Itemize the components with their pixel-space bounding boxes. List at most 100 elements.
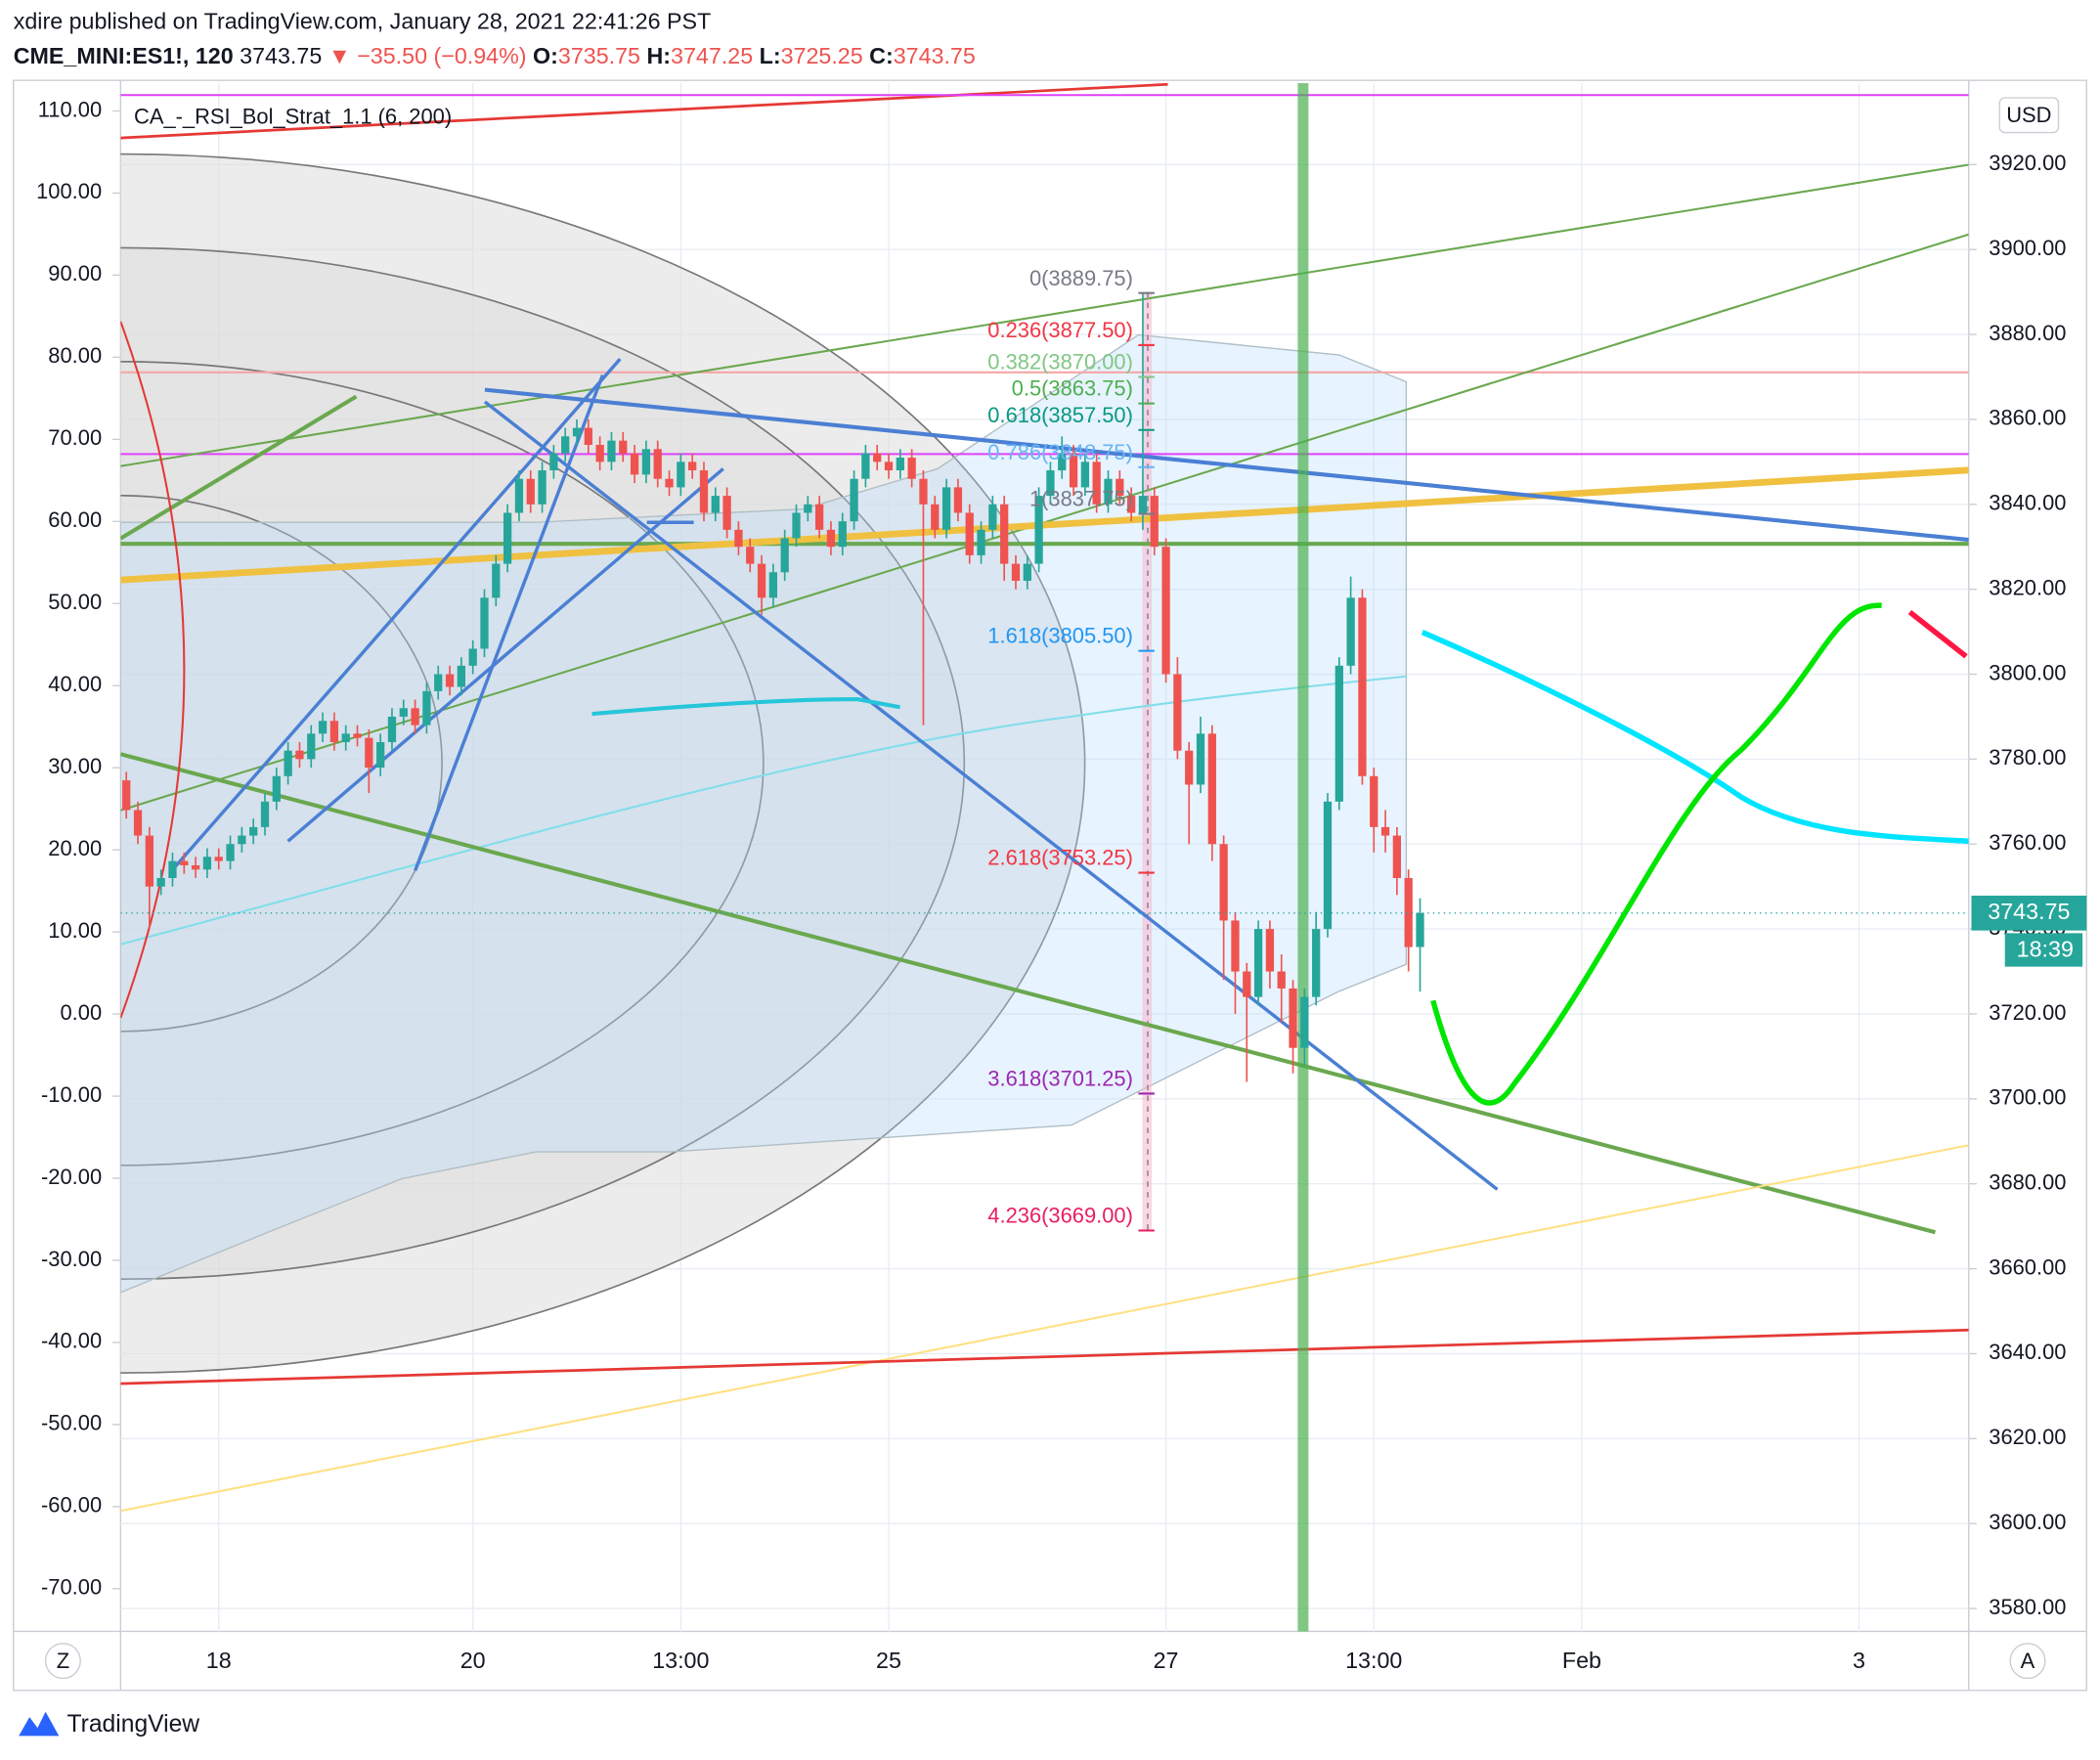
candle-body [595, 444, 604, 462]
y2-tick-label: 3680.00 [1989, 1169, 2066, 1194]
candle-body [549, 453, 558, 471]
h-label: H: [646, 43, 671, 68]
fib-label: 1(3837.75) [1029, 487, 1133, 511]
trend-line [172, 357, 622, 869]
candle-body [1080, 462, 1090, 488]
x-tick-label: 13:00 [652, 1648, 709, 1673]
x-tick-label: 25 [876, 1648, 901, 1673]
trend-line [120, 1328, 1969, 1386]
currency-box [1998, 97, 2060, 134]
zoom-button[interactable] [44, 1643, 81, 1680]
y2-tick-label: 3760.00 [1989, 830, 2066, 855]
zoom-label[interactable]: Z [57, 1649, 69, 1673]
candle-body [145, 835, 153, 887]
candle-body [965, 512, 974, 555]
currency: USD [2006, 103, 2051, 127]
trend-line [483, 400, 1499, 1191]
y2-tick-label: 3900.00 [1989, 236, 2066, 260]
y2-tick-label: 3660.00 [1989, 1254, 2066, 1279]
candle-body [1116, 478, 1124, 497]
candle-body [1046, 470, 1055, 497]
candle-body [826, 529, 836, 548]
auto-label[interactable]: A [2021, 1649, 2035, 1673]
trend-line [120, 1144, 1969, 1513]
fib-label: 0(3889.75) [1029, 266, 1133, 290]
h-value: 3747.25 [671, 43, 753, 68]
candle-body [422, 690, 431, 726]
auto-button[interactable] [2009, 1643, 2046, 1680]
candle-body [1126, 496, 1136, 513]
arc [120, 321, 186, 1019]
candle-body [607, 440, 616, 462]
c-value: 3743.75 [894, 43, 976, 68]
y-tick-label: -20.00 [41, 1165, 102, 1189]
candle-body [260, 801, 270, 827]
y-tick-label: 80.00 [48, 343, 102, 368]
trend-line [120, 466, 1969, 584]
candle-body [214, 857, 223, 861]
x-tick-label: Feb [1562, 1648, 1601, 1673]
candle-body [1161, 547, 1170, 675]
l-value: 3725.25 [781, 43, 863, 68]
candle-body [630, 453, 639, 475]
y-tick-label: 50.00 [48, 590, 102, 614]
candle-body [792, 512, 801, 539]
fib-bar [1142, 291, 1153, 1230]
candle-body [434, 674, 443, 691]
price-tag-label: 3743.75 [1988, 899, 2070, 924]
candle-body [492, 563, 501, 598]
candle-body [722, 496, 731, 530]
candle-body [1404, 877, 1413, 947]
logo [19, 1711, 60, 1737]
y2-tick-label: 3640.00 [1989, 1340, 2066, 1364]
candle-body [1243, 971, 1251, 997]
candle-body [1323, 801, 1333, 930]
candle-body [1370, 775, 1378, 827]
candle-body [411, 708, 419, 726]
candle-body [191, 864, 200, 870]
candle-body [919, 478, 928, 505]
trend-line [120, 163, 1969, 467]
fib-label: 0.5(3863.75) [1012, 376, 1133, 401]
candle-body [238, 835, 246, 845]
x-tick-label: 27 [1154, 1648, 1179, 1673]
candle-body [953, 487, 963, 513]
c-label: C: [869, 43, 894, 68]
candle-body [561, 436, 570, 454]
vertical-marker [1297, 82, 1309, 1632]
candle-body [572, 427, 582, 437]
y-tick-label: 90.00 [48, 261, 102, 286]
y2-tick-label: 3920.00 [1989, 151, 2066, 175]
candle-body [272, 775, 281, 802]
candle-body [896, 458, 904, 471]
candles [120, 291, 1969, 1232]
countdown: 18:39 [2017, 936, 2074, 961]
candle-body [1069, 453, 1078, 488]
candle-body [1207, 733, 1216, 845]
candle-body [1253, 929, 1263, 997]
brush [591, 697, 900, 717]
y-tick-label: 20.00 [48, 836, 102, 860]
candle-body [1104, 478, 1113, 505]
candle-body [1265, 929, 1275, 972]
candle-body [1196, 733, 1205, 785]
y2-tick-label: 3860.00 [1989, 406, 2066, 430]
price-tag [1971, 896, 2087, 931]
candle-body [838, 521, 847, 548]
frame [13, 79, 2087, 1692]
candle-body [931, 504, 940, 530]
candle-body [353, 733, 362, 738]
candle-body [1000, 504, 1009, 564]
countdown-tag [2004, 933, 2083, 967]
candle-body [1277, 971, 1286, 989]
fib-label: 3.618(3701.25) [987, 1066, 1133, 1090]
y2-tick-label: 3720.00 [1989, 1000, 2066, 1025]
candle-body [1358, 597, 1367, 776]
y-tick-label: 60.00 [48, 507, 102, 532]
candle-body [850, 478, 858, 522]
y-tick-label: -70.00 [41, 1575, 102, 1600]
x-tick-label: 20 [460, 1648, 486, 1673]
candle-body [780, 538, 789, 573]
y-tick-label: 40.00 [48, 672, 102, 696]
